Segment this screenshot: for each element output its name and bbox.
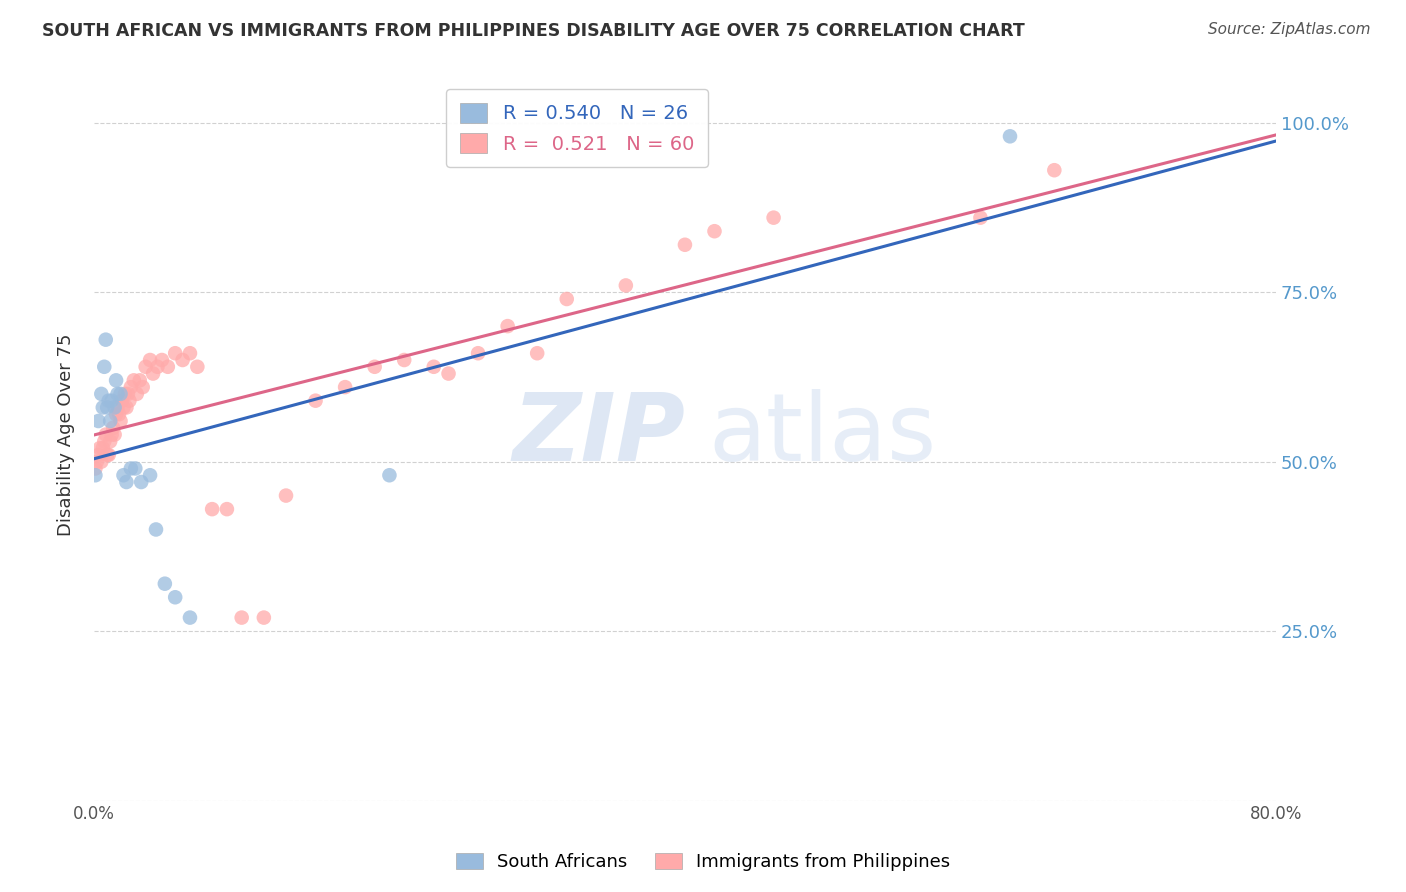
Point (998, 129, 1021, 144)
Point (129, 475, 152, 489)
Point (392, 353, 415, 368)
Point (90, 455, 112, 469)
Point (156, 359, 179, 374)
Point (84, 468, 107, 483)
Point (112, 401, 135, 415)
Point (673, 237, 696, 252)
Point (378, 468, 401, 483)
Point (125, 387, 148, 401)
Point (107, 387, 129, 401)
Point (614, 278, 637, 293)
Point (91, 401, 114, 415)
Point (96, 401, 118, 415)
Point (108, 407, 131, 421)
Point (253, 610, 276, 624)
Legend: R = 0.540   N = 26, R =  0.521   N = 60: R = 0.540 N = 26, R = 0.521 N = 60 (447, 89, 707, 167)
Point (91, 441, 114, 455)
Point (467, 346, 489, 360)
Point (969, 211, 991, 225)
Point (98, 434, 121, 449)
Point (142, 367, 165, 381)
Point (172, 353, 194, 368)
Point (762, 211, 785, 225)
Point (86, 455, 108, 469)
Text: ZIP: ZIP (512, 389, 685, 481)
Point (304, 393, 326, 408)
Point (150, 353, 173, 368)
Point (363, 359, 385, 374)
Point (146, 359, 169, 374)
Point (90, 387, 112, 401)
Text: SOUTH AFRICAN VS IMMIGRANTS FROM PHILIPPINES DISABILITY AGE OVER 75 CORRELATION : SOUTH AFRICAN VS IMMIGRANTS FROM PHILIPP… (42, 22, 1025, 40)
Point (120, 380, 142, 394)
Point (165, 346, 187, 360)
Point (526, 346, 548, 360)
Point (104, 401, 127, 415)
Point (96, 448, 118, 462)
Point (555, 292, 578, 306)
Point (110, 414, 132, 428)
Point (104, 427, 127, 442)
Point (107, 401, 129, 415)
Legend: South Africans, Immigrants from Philippines: South Africans, Immigrants from Philippi… (449, 846, 957, 879)
Point (496, 319, 519, 334)
Point (117, 387, 139, 401)
Point (87, 414, 110, 428)
Point (118, 393, 141, 408)
Point (100, 427, 122, 442)
Point (131, 380, 153, 394)
Point (165, 591, 187, 605)
Point (179, 610, 201, 624)
Point (87, 448, 110, 462)
Point (437, 367, 460, 381)
Point (98, 414, 121, 428)
Point (93, 359, 115, 374)
Point (114, 387, 136, 401)
Point (139, 353, 162, 368)
Point (94, 427, 117, 442)
Point (94, 333, 117, 347)
Point (100, 393, 122, 408)
Point (703, 224, 725, 238)
Point (124, 461, 146, 475)
Point (120, 461, 142, 475)
Text: Source: ZipAtlas.com: Source: ZipAtlas.com (1208, 22, 1371, 37)
Point (201, 502, 224, 516)
Point (84, 461, 107, 475)
Point (139, 468, 162, 483)
Point (115, 475, 138, 489)
Point (111, 393, 134, 408)
Point (115, 401, 138, 415)
Point (112, 468, 135, 483)
Point (153, 576, 176, 591)
Point (1043, 163, 1066, 178)
Point (231, 610, 253, 624)
Point (179, 346, 201, 360)
Point (186, 359, 208, 374)
Text: atlas: atlas (709, 389, 936, 481)
Point (145, 523, 167, 537)
Point (89, 441, 111, 455)
Point (423, 359, 446, 374)
Point (135, 359, 157, 374)
Point (274, 489, 297, 503)
Y-axis label: Disability Age Over 75: Disability Age Over 75 (58, 334, 75, 536)
Point (105, 407, 128, 421)
Point (97, 448, 120, 462)
Point (97, 393, 120, 408)
Point (110, 387, 132, 401)
Point (122, 373, 145, 387)
Point (93, 434, 115, 449)
Point (128, 373, 150, 387)
Point (101, 421, 124, 435)
Point (215, 502, 238, 516)
Point (105, 373, 128, 387)
Point (333, 380, 356, 394)
